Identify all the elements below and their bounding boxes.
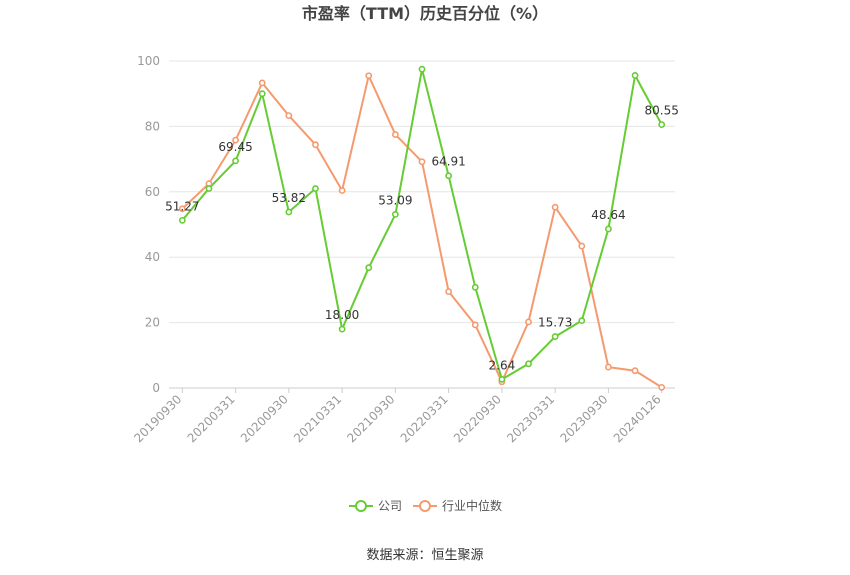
data-point — [605, 363, 612, 371]
data-point — [551, 333, 559, 340]
data-point — [498, 375, 506, 383]
data-point — [658, 383, 666, 391]
y-tick-label: 0 — [152, 381, 160, 395]
data-point — [631, 71, 639, 79]
x-tick-label: 20230331 — [504, 392, 557, 445]
data-label: 2.64 — [489, 358, 516, 372]
data-point — [391, 131, 399, 138]
y-tick-label: 20 — [145, 316, 160, 330]
data-label: 53.82 — [272, 191, 306, 205]
legend-label: 公司 — [378, 499, 402, 513]
data-point — [205, 185, 213, 192]
x-tick-label: 20220930 — [451, 392, 504, 445]
legend-label: 行业中位数 — [442, 498, 502, 513]
data-point — [418, 65, 426, 73]
legend[interactable]: 公司 行业中位数 — [349, 498, 502, 513]
data-point — [525, 360, 532, 368]
x-tick-label: 20220331 — [398, 392, 451, 445]
data-point — [578, 317, 586, 325]
data-point — [365, 264, 373, 272]
y-tick-label: 40 — [145, 250, 160, 264]
y-tick-label: 100 — [137, 54, 160, 68]
x-tick-label: 20190930 — [131, 392, 184, 445]
data-point — [258, 79, 266, 87]
data-point — [658, 121, 666, 129]
data-label: 15.73 — [538, 316, 572, 330]
data-point — [232, 157, 239, 165]
data-point — [525, 318, 532, 326]
data-point — [391, 210, 399, 218]
data-point — [445, 288, 453, 295]
data-label: 69.45 — [218, 140, 252, 154]
x-tick-label: 20210930 — [344, 392, 397, 445]
legend-item-1[interactable]: 行业中位数 — [413, 498, 502, 513]
data-point — [312, 141, 319, 149]
data-point — [471, 321, 479, 329]
grid-lines — [169, 60, 675, 324]
data-point — [445, 172, 453, 180]
data-point — [285, 112, 293, 120]
y-tick-label: 80 — [145, 119, 160, 133]
data-point — [471, 283, 479, 291]
data-point — [232, 136, 239, 144]
data-point — [312, 185, 319, 192]
x-tick-label: 20210331 — [291, 392, 344, 445]
x-tick-label: 20230930 — [557, 392, 610, 445]
data-point — [178, 205, 186, 213]
data-point — [605, 225, 612, 233]
y-tick-label: 60 — [145, 185, 160, 199]
series-line-1 — [181, 74, 663, 389]
series-lines — [181, 68, 663, 389]
data-point — [418, 158, 426, 166]
data-point — [365, 72, 373, 80]
x-tick-label: 20200331 — [185, 392, 238, 445]
chart-title: 市盈率（TTM）历史百分位（%） — [302, 4, 548, 23]
data-labels: 51.27 69.45 53.82 18.00 53.09 64.91 2.64 15.73 4… — [165, 104, 679, 373]
data-label: 53.09 — [378, 193, 412, 207]
data-label: 80.55 — [645, 104, 679, 118]
data-point — [631, 367, 639, 375]
legend-marker — [419, 500, 431, 512]
legend-item-0[interactable]: 公司 — [349, 499, 402, 513]
data-label: 18.00 — [325, 308, 359, 322]
data-points — [178, 65, 666, 391]
data-point — [338, 187, 346, 194]
data-point — [578, 242, 586, 250]
legend-marker — [355, 500, 367, 512]
x-tick-label: 20240126 — [611, 392, 664, 445]
data-point — [178, 216, 186, 224]
data-label: 64.91 — [431, 155, 465, 169]
data-point — [338, 325, 346, 333]
data-label: 48.64 — [591, 208, 625, 222]
source-text: 数据来源：恒生聚源 — [366, 548, 483, 563]
data-point — [285, 208, 293, 216]
series-line-0 — [181, 68, 663, 381]
data-point — [258, 90, 266, 98]
data-point — [551, 203, 559, 211]
data-label: 51.27 — [165, 199, 199, 213]
x-tick-label: 20200930 — [238, 392, 291, 445]
